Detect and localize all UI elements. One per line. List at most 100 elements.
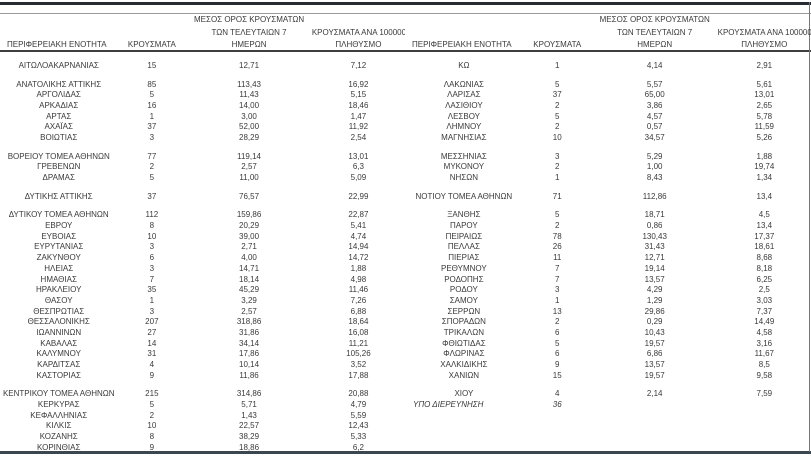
cases-cell: 14 (147, 338, 157, 348)
region-name-cell: ΘΕΣΣΑΛΟΝΙΚΗΣ (27, 317, 90, 327)
table-row: ΗΜΑΘΙΑΣ 7 18,14 4,98 (0, 274, 405, 285)
table-row: ΔΥΤΙΚΟΥ ΤΟΜΕΑ ΑΘΗΝΩΝ 112 159,86 22,87 (0, 210, 405, 221)
region-name-cell: ΘΑΣΟΥ (44, 295, 73, 305)
cases-cell: 7 (555, 274, 560, 284)
cases-cell: 5 (555, 79, 560, 89)
per100k-cell: 17,88 (348, 370, 369, 380)
cases-cell: 3 (555, 151, 560, 161)
header-bottom-rule (0, 50, 811, 52)
cases-cell: 5 (555, 338, 560, 348)
region-name-cell: ΛΕΣΒΟΥ (447, 111, 480, 121)
table-row: ΧΙΟΥ 4 2,14 7,59 (405, 389, 811, 400)
group-spacer (405, 143, 811, 151)
cases-cell: 3 (149, 132, 155, 142)
cases-cell: 9 (555, 360, 560, 370)
avg7-cell: 10,43 (644, 327, 665, 337)
header-row: ΠΕΡΙΦΕΡΕΙΑΚΗ ΕΝΟΤΗΤΑ ΚΡΟΥΣΜΑΤΑ ΜΕΣΟΣ ΟΡΟ… (0, 14, 405, 55)
region-name-cell: ΞΑΝΘΗΣ (447, 210, 481, 220)
region-name-cell: ΧΑΝΙΩΝ (448, 370, 480, 380)
per100k-cell: 11,92 (348, 122, 369, 132)
region-name-cell: ΦΛΩΡΙΝΑΣ (443, 349, 485, 359)
region-name-cell: ΖΑΚΥΝΘΟΥ (36, 253, 81, 263)
table-bottom-border (0, 451, 811, 454)
avg7-cell: 18,86 (239, 442, 260, 452)
cases-cell: 37 (552, 90, 562, 100)
table-row: ΘΕΣΣΑΛΟΝΙΚΗΣ 207 318,86 18,64 (0, 317, 405, 328)
avg7-cell (592, 400, 718, 411)
region-name-cell: ΡΟΔΟΠΗΣ (444, 274, 484, 284)
per100k-cell: 1,34 (756, 173, 773, 183)
group-spacer-row (0, 202, 405, 210)
column-header-avg7-line1: ΜΕΣΟΣ ΟΡΟΣ ΚΡΟΥΣΜΑΤΩΝ (599, 15, 710, 24)
table-row: ΒΟΙΩΤΙΑΣ 3 28,29 2,54 (0, 133, 405, 144)
region-name-cell: ΡΟΔΟΥ (449, 285, 478, 295)
avg7-cell: 4,14 (646, 60, 663, 70)
avg7-cell: 34,14 (239, 338, 260, 348)
table-row: ΠΑΡΟΥ 2 0,86 13,4 (405, 221, 811, 232)
table-row: ΛΕΣΒΟΥ 5 4,57 5,78 (405, 111, 811, 122)
group-spacer-row (405, 71, 811, 79)
table-row: ΚΑΡΔΙΤΣΑΣ 4 10,14 3,52 (0, 360, 405, 371)
avg7-cell: 20,29 (239, 221, 260, 231)
table-row: ΚΕΦΑΛΛΗΝΙΑΣ 2 1,43 5,59 (0, 410, 405, 421)
per100k-cell: 18,64 (348, 317, 369, 327)
avg7-cell: 76,57 (239, 191, 260, 201)
cases-cell: 36 (552, 400, 562, 410)
table-row: ΡΕΘΥΜΝΟΥ 7 19,14 8,18 (405, 264, 811, 275)
group-spacer (405, 183, 811, 191)
avg7-cell: 11,00 (239, 173, 259, 183)
table-row: ΘΕΣΠΡΩΤΙΑΣ 3 2,57 6,88 (0, 306, 405, 317)
table-row: ΜΕΣΣΗΝΙΑΣ 3 5,29 1,88 (405, 151, 811, 162)
table-row: ΑΡΓΟΛΙΔΑΣ 5 11,43 5,15 (0, 90, 405, 101)
table-row: ΠΙΕΡΙΑΣ 11 12,71 8,68 (405, 253, 811, 264)
avg7-cell: 0,86 (646, 221, 663, 231)
cases-cell: 78 (552, 231, 562, 241)
region-name-cell: ΦΘΙΩΤΙΔΑΣ (442, 338, 486, 348)
column-header-per100k-line2: ΠΛΗΘΥΣΜΟ (741, 40, 788, 49)
group-spacer-row (405, 143, 811, 151)
avg7-cell: 2,14 (646, 389, 663, 399)
avg7-cell: 17,86 (239, 349, 260, 359)
cases-cell: 6 (555, 327, 560, 337)
cases-cell: 13 (552, 306, 562, 316)
region-name-cell: ΔΡΑΜΑΣ (42, 173, 75, 183)
cases-cell: 10 (147, 421, 157, 431)
region-name-cell: ΝΗΣΩΝ (449, 173, 478, 183)
table-row: ΛΑΚΩΝΙΑΣ 5 5,57 5,61 (405, 79, 811, 90)
avg7-cell: 318,86 (236, 317, 262, 327)
per100k-cell: 5,78 (756, 111, 773, 121)
per100k-cell: 14,72 (348, 253, 369, 263)
cases-cell: 5 (149, 400, 155, 410)
avg7-cell: 14,71 (239, 263, 260, 273)
cases-cell: 7 (149, 274, 155, 284)
per100k-cell: 12,43 (348, 421, 369, 431)
avg7-cell: 3,29 (241, 295, 257, 305)
cases-cell: 5 (149, 173, 155, 183)
per100k-cell: 16,08 (348, 327, 369, 337)
column-header-region-label: ΠΕΡΙΦΕΡΕΙΑΚΗ ΕΝΟΤΗΤΑ (7, 40, 107, 49)
region-name-cell: ΚΟΡΙΝΘΙΑΣ (37, 442, 81, 452)
region-name-cell: ΑΡΚΑΔΙΑΣ (39, 100, 79, 110)
region-name-cell: ΕΥΒΟΙΑΣ (41, 231, 77, 241)
table-row: ΣΕΡΡΩΝ 13 29,86 7,37 (405, 306, 811, 317)
avg7-cell: 11,43 (239, 90, 259, 100)
cases-cell: 2 (555, 122, 560, 132)
per100k-cell: 105,26 (346, 349, 371, 359)
table-row: ΗΡΑΚΛΕΙΟΥ 35 45,29 11,46 (0, 285, 405, 296)
per100k-cell: 5,33 (350, 432, 367, 442)
per100k-cell: 22,99 (348, 191, 369, 201)
avg7-cell: 12,71 (644, 253, 665, 263)
avg7-cell: 6,86 (646, 349, 663, 359)
per100k-cell: 5,41 (350, 221, 367, 231)
region-name-cell: ΚΕΦΑΛΛΗΝΙΑΣ (30, 410, 88, 420)
cases-cell: 35 (147, 285, 157, 295)
avg7-cell: 29,86 (644, 306, 665, 316)
group-spacer (0, 381, 405, 389)
table-row: ΥΠΟ ΔΙΕΡΕΥΝΗΣΗ 36 (405, 400, 811, 411)
header-row: ΠΕΡΙΦΕΡΕΙΑΚΗ ΕΝΟΤΗΤΑ ΚΡΟΥΣΜΑΤΑ ΜΕΣΟΣ ΟΡΟ… (405, 14, 811, 55)
table-row: ΘΑΣΟΥ 1 3,29 7,26 (0, 296, 405, 307)
group-spacer-row (0, 381, 405, 389)
cases-cell: 15 (147, 60, 157, 70)
per100k-cell: 7,26 (350, 295, 367, 305)
regional-cases-table-left: ΠΕΡΙΦΕΡΕΙΑΚΗ ΕΝΟΤΗΤΑ ΚΡΟΥΣΜΑΤΑ ΜΕΣΟΣ ΟΡΟ… (0, 14, 405, 453)
